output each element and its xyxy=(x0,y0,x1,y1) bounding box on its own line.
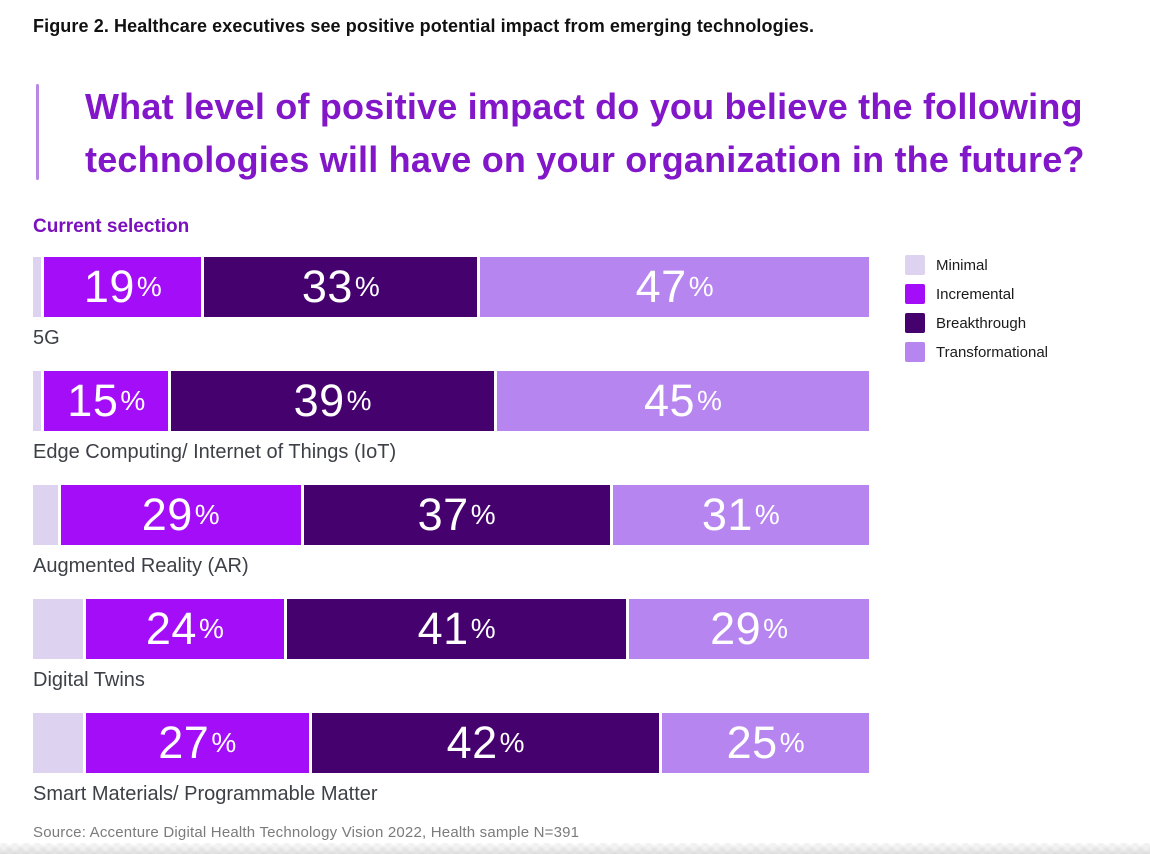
legend-label: Transformational xyxy=(936,343,1048,361)
stacked-bar: 15% 39% 45% xyxy=(33,371,869,431)
chart-row: 29% 37% 31% Augmented Reality (AR) xyxy=(33,485,869,578)
segment-transformational: 47% xyxy=(480,257,869,317)
percent-sign: % xyxy=(346,385,372,416)
chart-question-title: What level of positive impact do you bel… xyxy=(85,80,1085,186)
legend-item: Incremental xyxy=(905,284,1048,304)
segment-value: 29 xyxy=(710,603,762,654)
segment-value: 41 xyxy=(417,603,469,654)
legend-swatch-incremental xyxy=(905,284,925,304)
legend-item: Breakthrough xyxy=(905,313,1048,333)
stacked-bar: 24% 41% 29% xyxy=(33,599,869,659)
percent-sign: % xyxy=(354,271,380,302)
percent-sign: % xyxy=(499,727,525,758)
legend-label: Breakthrough xyxy=(936,314,1027,332)
percent-sign: % xyxy=(120,385,146,416)
percent-sign: % xyxy=(779,727,805,758)
percent-sign: % xyxy=(194,499,220,530)
title-line-1: What level of positive impact do you bel… xyxy=(85,86,1083,127)
legend-swatch-transformational xyxy=(905,342,925,362)
stacked-bar: 27% 42% 25% xyxy=(33,713,870,773)
segment-incremental: 29% xyxy=(60,485,301,545)
segment-transformational: 45% xyxy=(496,371,869,431)
segment-breakthrough: 41% xyxy=(287,599,627,659)
segment-value: 25 xyxy=(726,717,778,768)
title-line-2: technologies will have on your organizat… xyxy=(85,139,1085,180)
legend-label: Minimal xyxy=(936,256,988,274)
chart-row: 19% 33% 47% 5G xyxy=(33,257,869,350)
segment-minimal xyxy=(33,257,42,317)
category-label: Digital Twins xyxy=(33,669,145,691)
legend-swatch-minimal xyxy=(905,255,925,275)
percent-sign: % xyxy=(697,385,722,416)
segment-minimal xyxy=(33,371,42,431)
segment-value: 19 xyxy=(83,261,135,312)
segment-incremental: 27% xyxy=(85,713,309,773)
segment-breakthrough: 33% xyxy=(204,257,478,317)
segment-breakthrough: 39% xyxy=(171,371,494,431)
segment-transformational: 29% xyxy=(629,599,869,659)
percent-sign: % xyxy=(763,613,789,644)
segment-value: 31 xyxy=(701,489,753,540)
segment-breakthrough: 37% xyxy=(303,485,610,545)
segment-value: 42 xyxy=(446,717,498,768)
segment-minimal xyxy=(33,485,58,545)
chart-row: 27% 42% 25% Smart Materials/ Programmable M… xyxy=(33,713,870,806)
percent-sign: % xyxy=(754,499,780,530)
category-label: Edge Computing/ Internet of Things (IoT) xyxy=(33,441,397,463)
percent-sign: % xyxy=(688,271,714,302)
percent-sign: % xyxy=(211,727,237,758)
chart-row: 15% 39% 45% Edge Computing/ Internet of Thi… xyxy=(33,371,869,464)
segment-minimal xyxy=(33,599,83,659)
chart-row: 24% 41% 29% Digital Twins xyxy=(33,599,869,692)
segment-value: 45 xyxy=(643,375,695,426)
segment-minimal xyxy=(33,713,83,773)
stacked-bar: 29% 37% 31% xyxy=(33,485,869,545)
legend-item: Minimal xyxy=(905,255,1048,275)
legend-label: Incremental xyxy=(936,285,1015,303)
footer-texture xyxy=(0,843,1150,854)
segment-incremental: 24% xyxy=(85,599,285,659)
segment-value: 27 xyxy=(158,717,210,768)
current-selection-label: Current selection xyxy=(33,216,190,237)
percent-sign: % xyxy=(470,499,496,530)
segment-value: 37 xyxy=(417,489,469,540)
segment-incremental: 19% xyxy=(44,257,202,317)
chart-legend: Minimal Incremental Breakthrough Transforma… xyxy=(905,255,1048,371)
legend-swatch-breakthrough xyxy=(905,313,925,333)
title-accent-bar xyxy=(36,84,39,180)
segment-value: 15 xyxy=(67,375,119,426)
segment-value: 24 xyxy=(145,603,197,654)
percent-sign: % xyxy=(470,613,496,644)
percent-sign: % xyxy=(136,271,162,302)
stacked-bar: 19% 33% 47% xyxy=(33,257,869,317)
segment-transformational: 31% xyxy=(612,485,869,545)
segment-breakthrough: 42% xyxy=(311,713,660,773)
legend-item: Transformational xyxy=(905,342,1048,362)
title-block: What level of positive impact do you bel… xyxy=(36,80,1085,186)
segment-value: 39 xyxy=(293,375,345,426)
segment-value: 29 xyxy=(141,489,193,540)
source-note: Source: Accenture Digital Health Technol… xyxy=(33,824,580,841)
percent-sign: % xyxy=(198,613,224,644)
segment-value: 33 xyxy=(301,261,353,312)
category-label: 5G xyxy=(33,327,60,349)
category-label: Augmented Reality (AR) xyxy=(33,555,249,577)
segment-transformational: 25% xyxy=(662,713,870,773)
segment-incremental: 15% xyxy=(44,371,169,431)
figure-caption: Figure 2. Healthcare executives see posi… xyxy=(33,16,815,36)
category-label: Smart Materials/ Programmable Matter xyxy=(33,783,378,805)
segment-value: 47 xyxy=(635,261,687,312)
stacked-bar-chart: 19% 33% 47% 5G 15% 39% 45% Edge Computing/ Inte… xyxy=(33,257,870,827)
